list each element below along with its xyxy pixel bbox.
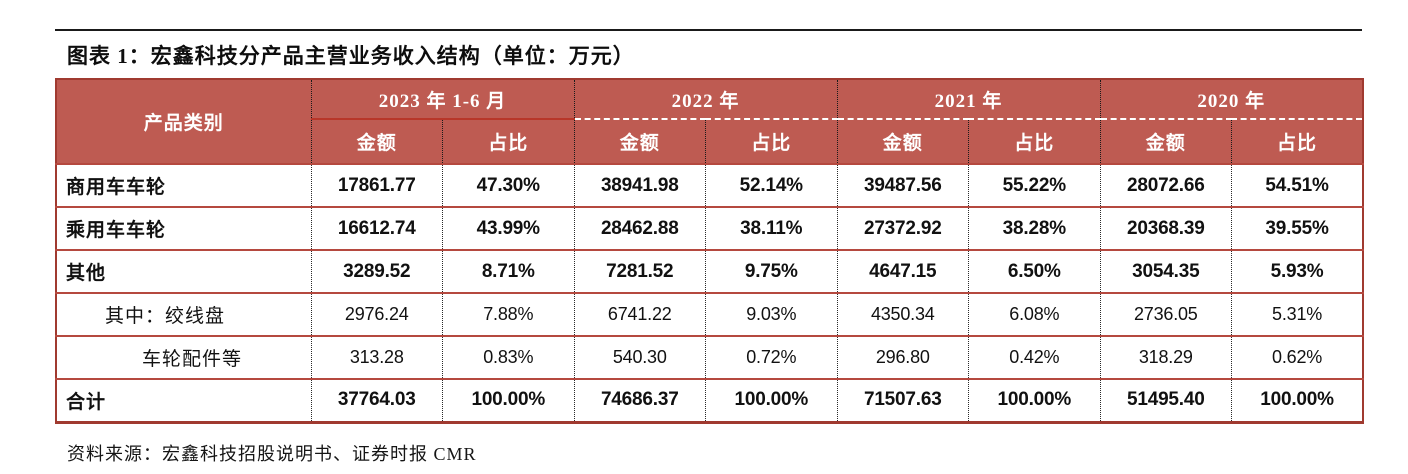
cell: 100.00% xyxy=(1231,378,1364,422)
cell: 43.99% xyxy=(442,206,575,250)
table-row-wheel-parts: 车轮配件等 313.28 0.83% 540.30 0.72% 296.80 0… xyxy=(56,335,1364,379)
cell: 9.75% xyxy=(705,249,838,293)
cell: 47.30% xyxy=(442,163,575,207)
table-row-total: 合计 37764.03 100.00% 74686.37 100.00% 715… xyxy=(56,378,1364,422)
column-header-2022: 2022 年 xyxy=(573,79,838,120)
table-header: 产品类别 2023 年 1-6 月 2022 年 2021 年 2020 年 金… xyxy=(56,79,1364,164)
cell: 318.29 xyxy=(1099,335,1232,379)
row-label: 乘用车车轮 xyxy=(56,206,311,250)
cell: 71507.63 xyxy=(836,378,969,422)
cell: 296.80 xyxy=(836,335,969,379)
column-header-product-category: 产品类别 xyxy=(56,79,311,164)
column-header-2021: 2021 年 xyxy=(836,79,1101,120)
cell: 6.50% xyxy=(968,249,1101,293)
subheader-amount: 金额 xyxy=(836,119,969,164)
cell: 313.28 xyxy=(310,335,443,379)
cell: 54.51% xyxy=(1231,163,1364,207)
subheader-share: 占比 xyxy=(442,119,575,164)
cell: 2736.05 xyxy=(1099,292,1232,336)
subheader-share: 占比 xyxy=(1231,119,1364,164)
title-top-rule xyxy=(55,29,1362,31)
cell: 74686.37 xyxy=(573,378,706,422)
cell: 20368.39 xyxy=(1099,206,1232,250)
table-row-wire-coil: 其中：绞线盘 2976.24 7.88% 6741.22 9.03% 4350.… xyxy=(56,292,1364,336)
cell: 4647.15 xyxy=(836,249,969,293)
cell: 16612.74 xyxy=(310,206,443,250)
cell: 28462.88 xyxy=(573,206,706,250)
cell: 540.30 xyxy=(573,335,706,379)
row-label: 其他 xyxy=(56,249,311,293)
cell: 38.11% xyxy=(705,206,838,250)
cell: 2976.24 xyxy=(310,292,443,336)
cell: 9.03% xyxy=(705,292,838,336)
row-label: 车轮配件等 xyxy=(56,335,311,379)
figure-title: 图表 1：宏鑫科技分产品主营业务收入结构（单位：万元） xyxy=(67,44,635,68)
cell: 100.00% xyxy=(705,378,838,422)
subheader-amount: 金额 xyxy=(573,119,706,164)
table-row-commercial-wheels: 商用车车轮 17861.77 47.30% 38941.98 52.14% 39… xyxy=(56,163,1364,207)
cell: 0.42% xyxy=(968,335,1101,379)
row-label: 其中：绞线盘 xyxy=(56,292,311,336)
cell: 7281.52 xyxy=(573,249,706,293)
row-label: 商用车车轮 xyxy=(56,163,311,207)
cell: 0.62% xyxy=(1231,335,1364,379)
source-note: 资料来源：宏鑫科技招股说明书、证券时报 CMR xyxy=(67,444,477,464)
cell: 39.55% xyxy=(1231,206,1364,250)
revenue-structure-table: 产品类别 2023 年 1-6 月 2022 年 2021 年 2020 年 金… xyxy=(55,78,1365,424)
cell: 0.83% xyxy=(442,335,575,379)
cell: 55.22% xyxy=(968,163,1101,207)
cell: 6.08% xyxy=(968,292,1101,336)
cell: 39487.56 xyxy=(836,163,969,207)
cell: 100.00% xyxy=(968,378,1101,422)
cell: 51495.40 xyxy=(1099,378,1232,422)
cell: 3289.52 xyxy=(310,249,443,293)
cell: 5.31% xyxy=(1231,292,1364,336)
column-header-2023h1: 2023 年 1-6 月 xyxy=(310,79,575,120)
cell: 38941.98 xyxy=(573,163,706,207)
cell: 0.72% xyxy=(705,335,838,379)
cell: 27372.92 xyxy=(836,206,969,250)
cell: 38.28% xyxy=(968,206,1101,250)
subheader-amount: 金额 xyxy=(310,119,443,164)
cell: 28072.66 xyxy=(1099,163,1232,207)
row-label: 合计 xyxy=(56,378,311,422)
cell: 52.14% xyxy=(705,163,838,207)
subheader-share: 占比 xyxy=(968,119,1101,164)
cell: 17861.77 xyxy=(310,163,443,207)
cell: 3054.35 xyxy=(1099,249,1232,293)
column-header-2020: 2020 年 xyxy=(1099,79,1364,120)
cell: 8.71% xyxy=(442,249,575,293)
subheader-share: 占比 xyxy=(705,119,838,164)
cell: 5.93% xyxy=(1231,249,1364,293)
subheader-amount: 金额 xyxy=(1099,119,1232,164)
table-row-passenger-wheels: 乘用车车轮 16612.74 43.99% 28462.88 38.11% 27… xyxy=(56,206,1364,250)
cell: 7.88% xyxy=(442,292,575,336)
cell: 37764.03 xyxy=(310,378,443,422)
cell: 100.00% xyxy=(442,378,575,422)
table-row-others: 其他 3289.52 8.71% 7281.52 9.75% 4647.15 6… xyxy=(56,249,1364,293)
cell: 6741.22 xyxy=(573,292,706,336)
cell: 4350.34 xyxy=(836,292,969,336)
